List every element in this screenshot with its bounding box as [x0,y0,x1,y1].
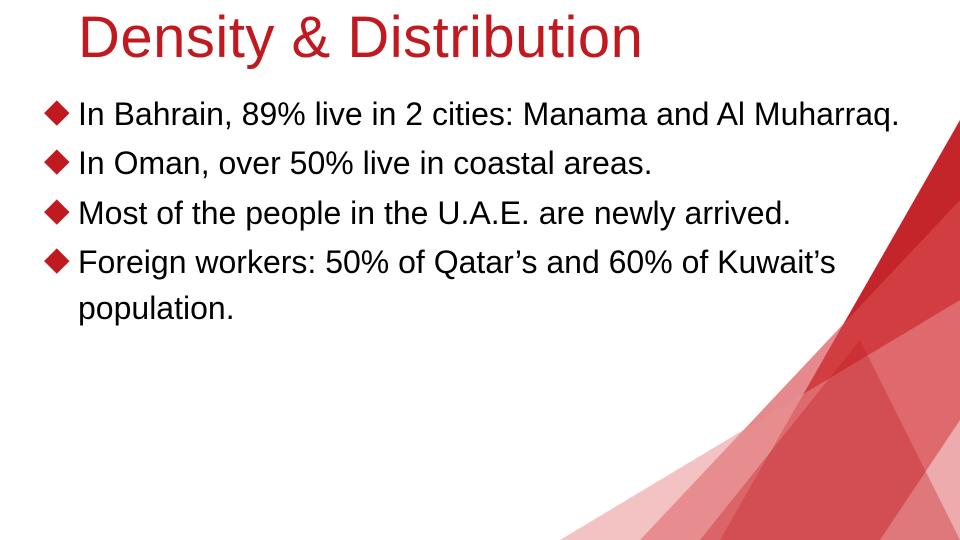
bullet-marker-icon [44,100,69,125]
list-item: Foreign workers: 50% of Qatar’s and 60% … [48,240,920,331]
slide: Density & Distribution In Bahrain, 89% l… [0,0,960,540]
bullet-marker-icon [44,150,69,175]
bullet-text: In Bahrain, 89% live in 2 cities: Manama… [78,96,900,132]
bullet-text: In Oman, over 50% live in coastal areas. [78,145,653,181]
list-item: Most of the people in the U.A.E. are new… [48,191,920,236]
list-item: In Oman, over 50% live in coastal areas. [48,141,920,186]
bullet-list: In Bahrain, 89% live in 2 cities: Manama… [48,92,920,331]
bullet-marker-icon [44,199,69,224]
slide-title: Density & Distribution [48,0,920,70]
bullet-text: Foreign workers: 50% of Qatar’s and 60% … [78,244,836,325]
list-item: In Bahrain, 89% live in 2 cities: Manama… [48,92,920,137]
bullet-text: Most of the people in the U.A.E. are new… [78,195,791,231]
bullet-marker-icon [44,249,69,274]
